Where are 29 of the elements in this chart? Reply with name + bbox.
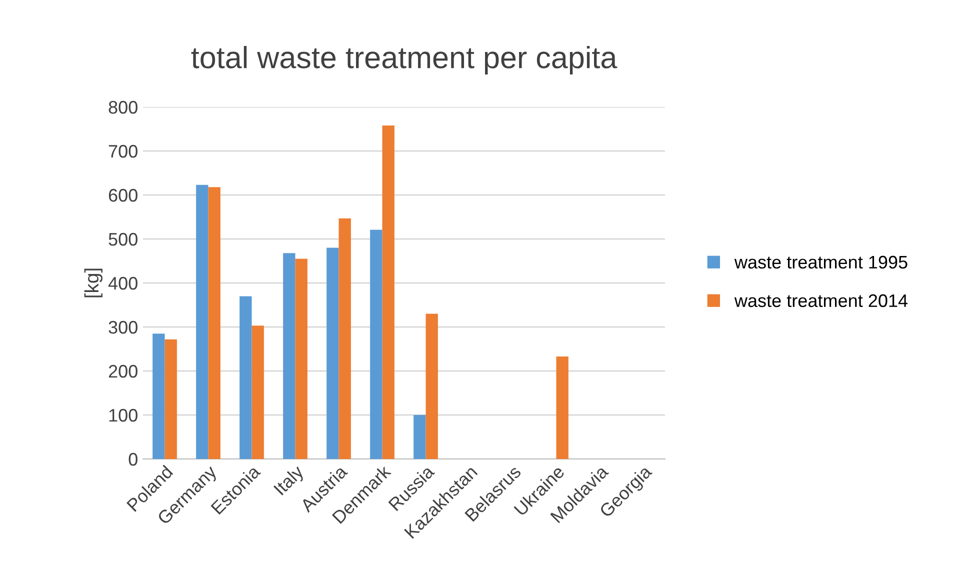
y-tick-label: 100 — [109, 408, 138, 422]
y-tick-label: 500 — [108, 232, 138, 246]
y-tick-label: 400 — [108, 276, 138, 290]
bar — [295, 258, 308, 459]
bar — [164, 339, 177, 459]
y-axis-title: [kg] — [84, 268, 102, 298]
legend-label: waste treatment 1995 — [734, 256, 908, 269]
y-tick-label: 300 — [108, 320, 138, 334]
bar — [208, 187, 220, 459]
bar — [152, 334, 165, 459]
bar — [382, 125, 394, 459]
y-tick-label: 800 — [108, 100, 138, 114]
y-tick-label: 0 — [128, 452, 138, 466]
y-tick-label: 600 — [108, 188, 138, 202]
legend-label: waste treatment 2014 — [734, 294, 908, 308]
x-tick-label: Italy — [273, 464, 308, 498]
bar — [283, 253, 296, 459]
y-tick-label: 700 — [108, 144, 138, 158]
bar — [370, 230, 382, 459]
bar — [326, 248, 339, 459]
bar — [196, 184, 208, 459]
bar — [414, 415, 426, 459]
chart-title: total waste treatment per capita — [191, 46, 618, 74]
bar — [252, 326, 264, 459]
bar — [240, 296, 252, 459]
y-tick-label: 200 — [108, 364, 138, 378]
bar — [426, 314, 438, 459]
bar — [556, 356, 568, 459]
bar — [338, 218, 351, 459]
